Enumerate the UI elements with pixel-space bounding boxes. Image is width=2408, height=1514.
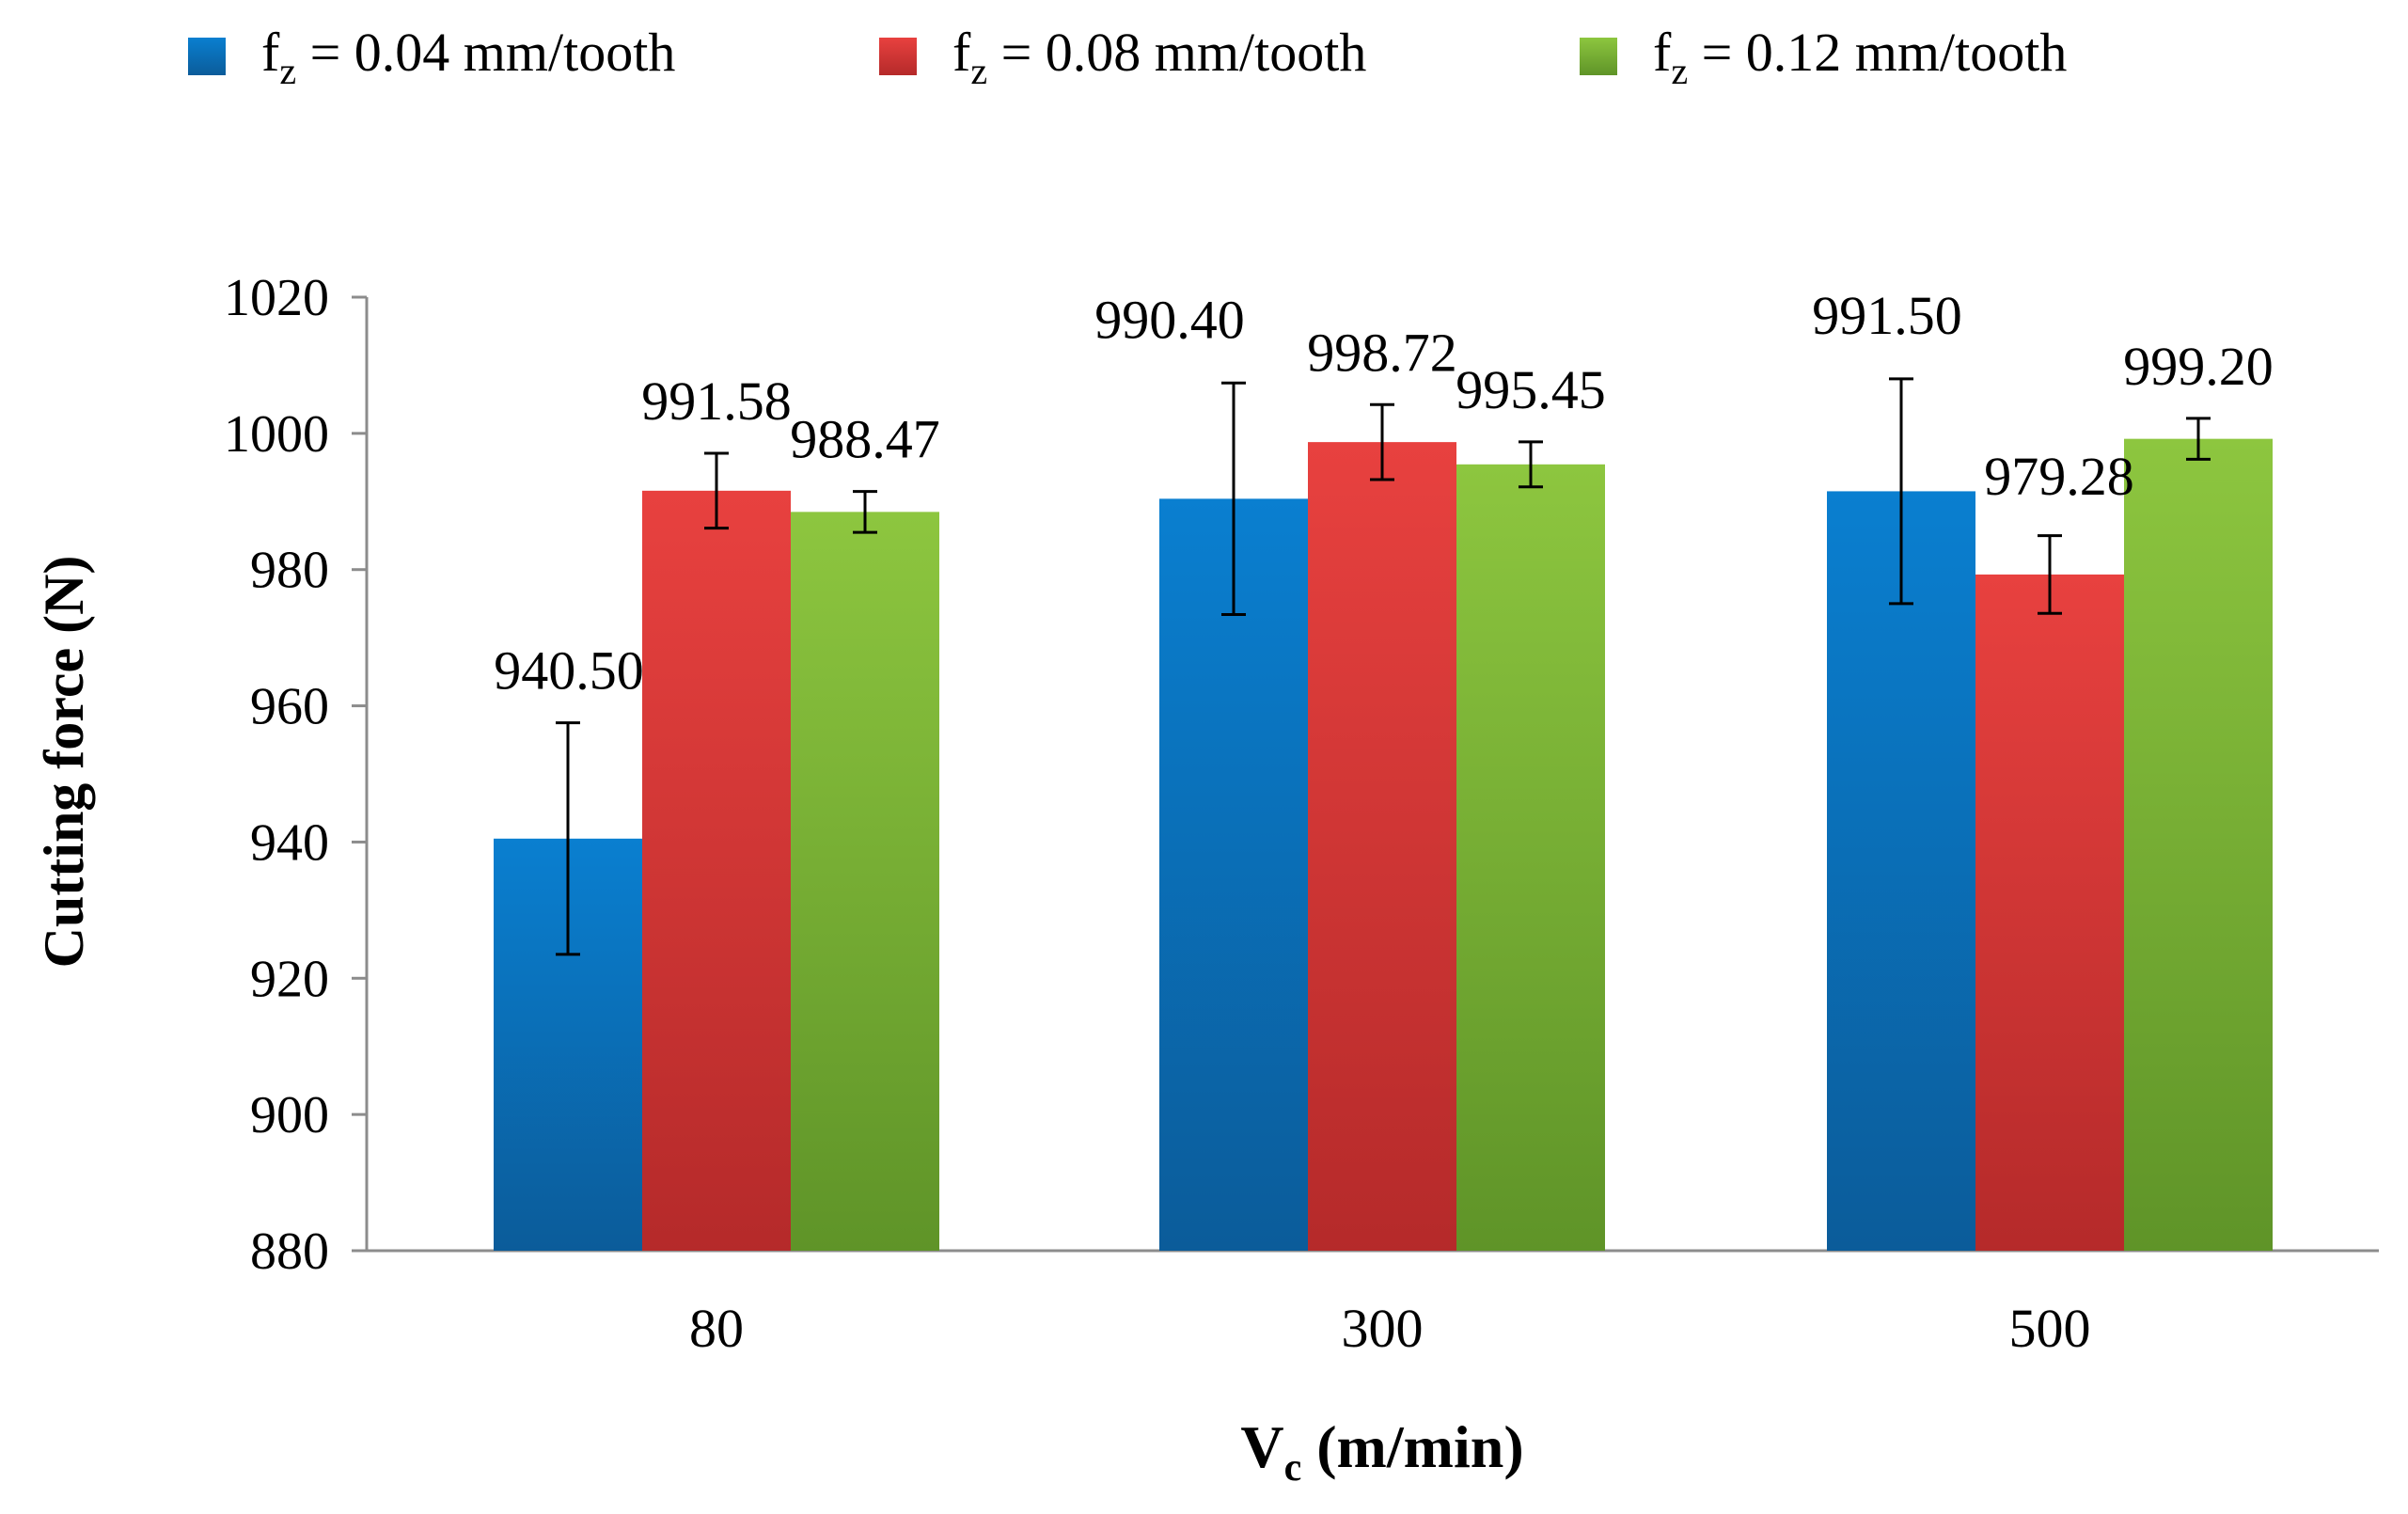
bar-series-0-500 — [1827, 491, 1975, 1251]
error-bar — [1370, 402, 1394, 481]
y-tick-label: 920 — [250, 950, 329, 1008]
x-tick-label: 80 — [689, 1298, 744, 1359]
data-label: 991.50 — [1812, 285, 1962, 346]
legend-label-main: f — [952, 22, 971, 83]
legend-label-rest: = 0.08 mm/tooth — [987, 22, 1366, 83]
data-label: 995.45 — [1456, 359, 1606, 420]
y-tick-label: 880 — [250, 1222, 329, 1281]
bar-series-1-300 — [1308, 442, 1456, 1251]
x-axis-title-sub: c — [1284, 1446, 1302, 1490]
error-bars — [556, 377, 2211, 956]
legend-label: fz = 0.12 mm/tooth — [1653, 22, 2067, 92]
x-ticks: 80 300 500 — [689, 1298, 2091, 1359]
legend-label: fz = 0.04 mm/tooth — [261, 22, 675, 92]
data-label: 979.28 — [1984, 446, 2134, 507]
bar-series-1-500 — [1975, 574, 2124, 1251]
data-label: 991.58 — [641, 371, 792, 432]
y-tick-label: 960 — [250, 678, 329, 736]
legend-swatch — [879, 38, 917, 75]
legend-item-1: fz = 0.08 mm/tooth — [879, 22, 1366, 92]
legend-item-0: fz = 0.04 mm/tooth — [188, 22, 675, 92]
y-tick-label: 940 — [250, 813, 329, 872]
y-tick-label: 1020 — [224, 269, 329, 327]
legend-label: fz = 0.08 mm/tooth — [952, 22, 1366, 92]
x-axis-title-rest: (m/min) — [1301, 1413, 1523, 1480]
bar-series-2-80 — [791, 512, 939, 1251]
legend-label-main: f — [261, 22, 280, 83]
legend-swatch — [1580, 38, 1617, 75]
y-axis-title: Cutting force (N) — [33, 556, 95, 969]
legend-label-sub: z — [970, 50, 987, 92]
x-axis-title: Vc (m/min) — [1240, 1413, 1523, 1490]
error-bar — [1221, 381, 1246, 617]
data-label: 940.50 — [494, 640, 644, 702]
bar-series-0-300 — [1159, 498, 1308, 1251]
y-tick-label: 1000 — [224, 405, 329, 464]
legend: fz = 0.04 mm/tooth fz = 0.08 mm/tooth fz =… — [188, 22, 2067, 92]
y-ticks: 880 900 920 940 960 980 1000 1020 — [224, 269, 367, 1281]
x-tick-label: 500 — [2009, 1298, 2091, 1359]
bar-series-2-500 — [2124, 438, 2273, 1251]
error-bar — [853, 490, 877, 534]
data-label: 999.20 — [2123, 336, 2274, 397]
bars — [494, 438, 2273, 1251]
data-label: 988.47 — [790, 409, 940, 470]
legend-label-rest: = 0.12 mm/tooth — [1688, 22, 2067, 83]
legend-label-rest: = 0.04 mm/tooth — [296, 22, 675, 83]
bar-series-1-80 — [642, 490, 791, 1251]
legend-label-sub: z — [279, 50, 296, 92]
legend-swatch — [188, 38, 226, 75]
bar-series-2-300 — [1456, 464, 1605, 1251]
error-bar — [1889, 377, 1913, 606]
x-axis-title-main: V — [1240, 1413, 1283, 1480]
data-label: 990.40 — [1094, 289, 1245, 350]
legend-label-sub: z — [1671, 50, 1688, 92]
y-tick-label: 900 — [250, 1086, 329, 1144]
error-bar — [2186, 417, 2211, 461]
error-bar — [1519, 440, 1543, 489]
error-bar — [704, 451, 729, 530]
error-bar — [2038, 534, 2062, 615]
error-bar — [556, 721, 580, 956]
legend-label-main: f — [1653, 22, 1672, 83]
data-label: 998.72 — [1307, 322, 1457, 383]
legend-item-2: fz = 0.12 mm/tooth — [1580, 22, 2067, 92]
x-tick-label: 300 — [1342, 1298, 1424, 1359]
y-tick-label: 980 — [250, 542, 329, 600]
